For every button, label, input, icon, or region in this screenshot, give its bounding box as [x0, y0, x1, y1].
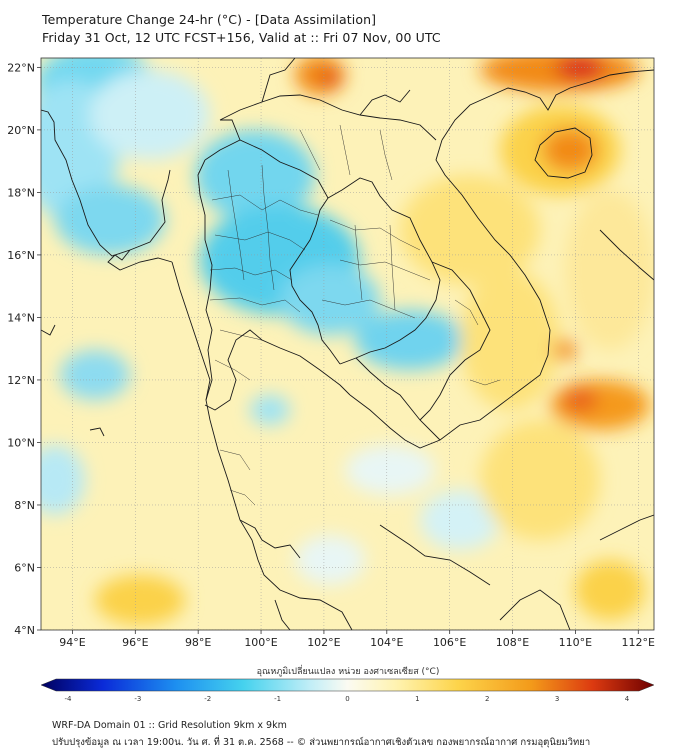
- country-borders: [41, 58, 654, 630]
- longitude-labels: 94°E 96°E 98°E 100°E 102°E 104°E 106°E 108°E 110…: [59, 630, 655, 649]
- lat-tick-label: 8°N: [14, 499, 35, 512]
- colorbar-tick-label: 0: [345, 695, 349, 703]
- lon-tick-label: 102°E: [307, 636, 340, 649]
- lon-tick-label: 106°E: [433, 636, 466, 649]
- lat-tick-label: 22°N: [7, 61, 35, 74]
- colorbar-ticks: -4 -3 -2 -1 0 1 2 3 4: [65, 695, 630, 703]
- colorbar-tick-label: -4: [65, 695, 73, 703]
- map-title: Temperature Change 24-hr (°C) - [Data As…: [42, 12, 377, 27]
- lat-tick-label: 12°N: [7, 374, 35, 387]
- lat-tick-label: 6°N: [14, 561, 35, 574]
- lat-tick-label: 14°N: [7, 311, 35, 324]
- temperature-field: [41, 58, 654, 625]
- province-borders: [209, 124, 501, 506]
- gridlines: [41, 58, 654, 630]
- lon-tick-label: 110°E: [559, 636, 592, 649]
- footer-credit: ปรับปรุงข้อมูล ณ เวลา 19:00น. วัน ศ. ที่…: [52, 737, 591, 748]
- lat-tick-label: 4°N: [14, 624, 35, 637]
- lat-tick-label: 10°N: [7, 436, 35, 449]
- lon-tick-label: 94°E: [59, 636, 85, 649]
- colorbar-tick-label: -1: [274, 695, 281, 703]
- lon-tick-label: 98°E: [185, 636, 211, 649]
- latitude-labels: 22°N 20°N 18°N 16°N 14°N 12°N 10°N 8°N 6°N 4°N: [7, 61, 41, 637]
- colorbar-tick-label: 2: [485, 695, 489, 703]
- colorbar-tick-label: 1: [415, 695, 419, 703]
- map-subtitle: Friday 31 Oct, 12 UTC FCST+156, Valid at…: [42, 30, 441, 45]
- colorbar-tick-label: 4: [625, 695, 630, 703]
- lon-tick-label: 96°E: [122, 636, 148, 649]
- lat-tick-label: 20°N: [7, 124, 35, 137]
- colorbar-tick-label: 3: [555, 695, 559, 703]
- map-area: [41, 58, 654, 630]
- map-frame: [40, 57, 655, 631]
- colorbar: [40, 678, 655, 692]
- lon-tick-label: 100°E: [244, 636, 277, 649]
- lon-tick-label: 104°E: [370, 636, 403, 649]
- lon-tick-label: 112°E: [622, 636, 655, 649]
- colorbar-tick-label: -2: [204, 695, 211, 703]
- lat-tick-label: 16°N: [7, 249, 35, 262]
- colorbar-label: อุณหภูมิเปลี่ยนแปลง หน่วย องศาเซลเซียส (…: [257, 664, 440, 677]
- lon-tick-label: 108°E: [496, 636, 529, 649]
- footer-grid-info: WRF-DA Domain 01 :: Grid Resolution 9km …: [52, 720, 287, 731]
- colorbar-tick-label: -3: [134, 695, 141, 703]
- lat-tick-label: 18°N: [7, 186, 35, 199]
